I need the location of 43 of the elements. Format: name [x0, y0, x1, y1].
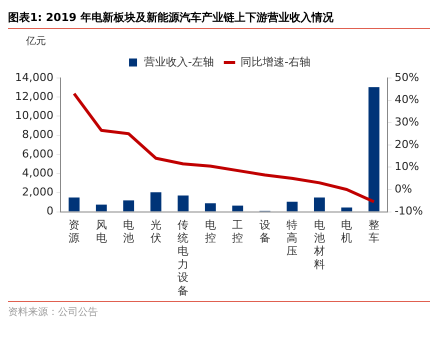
- legend-label: 营业收入-左轴: [144, 55, 214, 68]
- y-tick-label: 8,000: [22, 128, 54, 142]
- y-tick-label: 6,000: [22, 147, 54, 160]
- y2-tick-label: 20%: [394, 138, 420, 151]
- bar: [286, 202, 298, 212]
- bar: [232, 206, 244, 212]
- bar: [150, 192, 162, 212]
- text: 资料来源：公司公告: [8, 306, 99, 319]
- y2-tick-label: 40%: [394, 93, 420, 106]
- x-tick-label: 传统电力设备: [178, 218, 189, 298]
- bar: [96, 204, 107, 212]
- y-tick-label: 0: [46, 204, 54, 218]
- bar: [314, 197, 325, 212]
- x-tick-label: 风电: [96, 218, 107, 244]
- x-tick-label: 特高压: [286, 218, 298, 258]
- bar: [68, 197, 80, 212]
- y-tick-label: 12,000: [14, 90, 54, 103]
- y-axis-title: 亿元: [26, 35, 46, 48]
- x-tick-label: 整车: [368, 218, 380, 244]
- y2-tick-label: 0%: [394, 182, 412, 196]
- legend-label: 同比增速-右轴: [240, 55, 310, 68]
- y-tick-label: 10,000: [14, 109, 54, 122]
- bar: [178, 196, 189, 212]
- bar: [368, 87, 380, 212]
- x-tick-label: 设备: [259, 218, 270, 244]
- x-tick-label: 资源: [68, 218, 80, 244]
- y2-tick-label: 50%: [394, 70, 420, 84]
- x-tick-label: 电池: [123, 218, 134, 244]
- y2-tick-label: 10%: [394, 160, 420, 174]
- y2-tick-label: -10%: [394, 204, 424, 218]
- bar: [123, 200, 134, 212]
- y-tick-label: 4,000: [22, 166, 54, 180]
- x-tick-label: 工控: [232, 218, 244, 244]
- x-tick-label: 电池材料: [312, 218, 325, 271]
- y-tick-label: 2,000: [22, 186, 54, 199]
- chart-title: 图表1: 2019 年电新板块及新能源汽车产业链上下游营业收入情况: [8, 8, 430, 29]
- bar: [204, 203, 216, 212]
- y2-tick-label: 30%: [394, 115, 420, 128]
- bar: [341, 208, 352, 212]
- x-tick-label: 光伏: [150, 218, 162, 244]
- y-tick-label: 14,000: [14, 70, 54, 84]
- x-tick-label: 电控: [204, 218, 216, 244]
- x-tick-label: 电机: [341, 218, 352, 244]
